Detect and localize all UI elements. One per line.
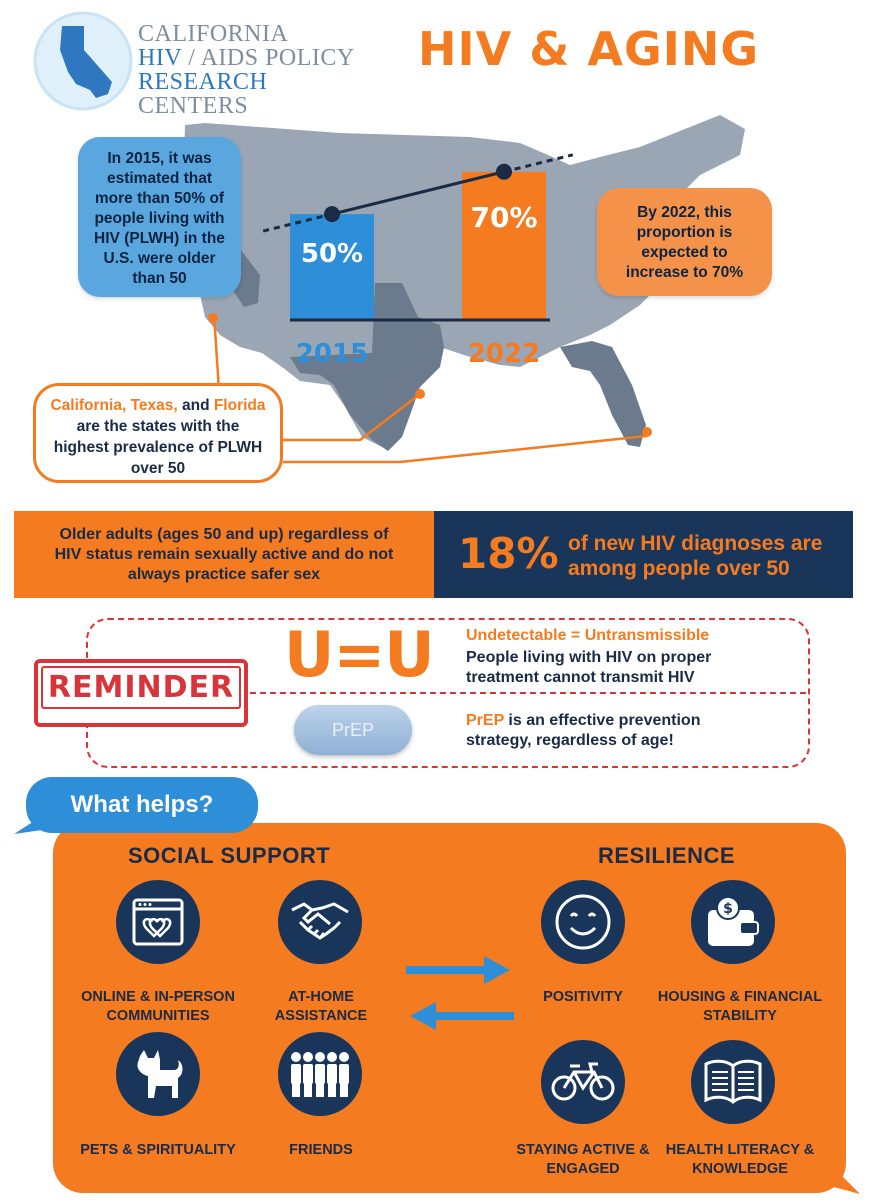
wallet-icon: $	[708, 896, 759, 946]
new-diagnoses-band: 18% of new HIV diagnoses are among peopl…	[434, 511, 853, 598]
logo-line-3b: CENTERS	[138, 93, 249, 119]
literacy-label: HEALTH LITERACY & KNOWLEDGE	[665, 1142, 815, 1177]
panel-tail	[826, 1160, 860, 1194]
florida-shape	[560, 341, 646, 447]
dog-icon	[137, 1050, 183, 1098]
literacy-circle	[691, 1040, 775, 1124]
resilience-heading: RESILIENCE	[598, 843, 736, 868]
category-label: 2015	[296, 339, 368, 369]
person-figure	[327, 1052, 337, 1097]
pets-label: PETS & SPIRITUALITY	[80, 1142, 236, 1158]
person-figure	[303, 1052, 313, 1097]
assistance-label: AT-HOME ASSISTANCE	[274, 989, 368, 1024]
handshake-icon	[291, 902, 349, 940]
left-arrow-head	[410, 1002, 436, 1030]
reminder-stamp: REMINDER	[34, 659, 248, 727]
logo-text: CALIFORNIA HIV / AIDS POLICY RESEARCH CE…	[138, 22, 378, 118]
what-helps-bubble: What helps?	[26, 777, 258, 833]
prep-description-b: is an effective prevention strategy, reg…	[466, 712, 701, 749]
assistance-circle	[278, 880, 362, 964]
uu-heading: U=U	[284, 618, 435, 691]
active-circle	[541, 1040, 625, 1124]
trend-point-2022	[496, 163, 512, 180]
what-helps-label: What helps?	[70, 791, 214, 818]
communities-circle	[116, 880, 200, 964]
smiley-icon	[555, 894, 611, 950]
friends-circle	[278, 1032, 362, 1116]
intro-bubble-text: In 2015, it was estimated that more than…	[94, 150, 225, 287]
uu-description: People living with HIV on proper treatme…	[466, 649, 712, 686]
housing-circle: $	[691, 880, 775, 964]
states-callout-part-1: California, Texas,	[50, 397, 178, 414]
person-figure	[339, 1052, 349, 1097]
logo-line-1: CALIFORNIA	[138, 21, 289, 47]
logo-line-3a: RESEARCH	[138, 69, 268, 95]
intro-bubble: In 2015, it was estimated that more than…	[78, 137, 241, 297]
states-callout-part-3: Florida	[213, 397, 266, 414]
friends-label: FRIENDS	[289, 1142, 353, 1158]
pets-circle	[116, 1032, 200, 1116]
communities-label: ONLINE & IN-PERSON COMMUNITIES	[81, 989, 235, 1024]
states-callout-text: California, Texas, and Florida are the s…	[36, 386, 280, 479]
sexual-activity-text: Older adults (ages 50 and up) regardless…	[54, 525, 394, 583]
bicycle-icon	[551, 1062, 615, 1101]
trend-line	[331, 170, 505, 216]
reminder-stamp-label: REMINDER	[41, 666, 241, 709]
social-support-heading: SOCIAL SUPPORT	[128, 843, 331, 868]
logo-emblem	[33, 11, 133, 111]
projection-bubble-text: By 2022, this proportion is expected to …	[625, 204, 744, 281]
logo-line-2b: / AIDS POLICY	[181, 45, 355, 71]
active-label: STAYING ACTIVE & ENGAGED	[516, 1142, 650, 1177]
person-figure	[315, 1052, 325, 1097]
sexual-activity-band: Older adults (ages 50 and up) regardless…	[14, 511, 434, 598]
page-title: HIV & AGING	[418, 22, 760, 76]
new-diagnoses-stat: 18%	[458, 529, 559, 578]
prep-pill-icon: PrEP	[294, 705, 412, 755]
housing-label: HOUSING & FINANCIAL STABILITY	[657, 989, 823, 1024]
positivity-label: POSITIVITY	[543, 989, 623, 1005]
states-callout-part-4: are the states with the highest prevalen…	[53, 418, 263, 477]
svg-text:$: $	[723, 901, 733, 917]
bar-chart: 50% 2015 70% 2022	[262, 153, 574, 369]
people-group-icon	[291, 1052, 349, 1097]
trend-line-dash-start	[262, 212, 333, 233]
person-figure	[291, 1052, 301, 1097]
right-arrow-head	[484, 956, 510, 984]
trend-point-2015	[324, 206, 340, 223]
projection-bubble: By 2022, this proportion is expected to …	[597, 188, 772, 296]
uu-title: Undetectable = Untransmissible	[466, 627, 710, 644]
category-label: 2022	[468, 339, 540, 369]
states-callout: California, Texas, and Florida are the s…	[33, 383, 283, 483]
prep-pill-label: PrEP	[331, 719, 374, 740]
callout-connectors	[208, 313, 652, 464]
reminder-divider	[240, 692, 806, 694]
positivity-circle	[541, 880, 625, 964]
texas-shape	[290, 283, 444, 451]
exchange-arrows	[406, 956, 514, 1030]
new-diagnoses-text: of new HIV diagnoses are among people ov…	[568, 532, 823, 580]
bar-value-label: 70%	[470, 201, 537, 234]
bar-2022	[462, 171, 546, 320]
bar-value-label: 50%	[301, 239, 363, 269]
open-book-icon	[704, 1059, 762, 1104]
trend-line-dash-end	[503, 153, 574, 174]
bar-2015	[290, 214, 374, 320]
prep-description: PrEP is an effective prevention strategy…	[466, 711, 746, 751]
browser-hearts-icon	[132, 898, 184, 946]
logo-line-2a: HIV	[138, 45, 182, 71]
prep-description-a: PrEP	[466, 712, 504, 729]
states-callout-part-2: and	[177, 397, 214, 414]
